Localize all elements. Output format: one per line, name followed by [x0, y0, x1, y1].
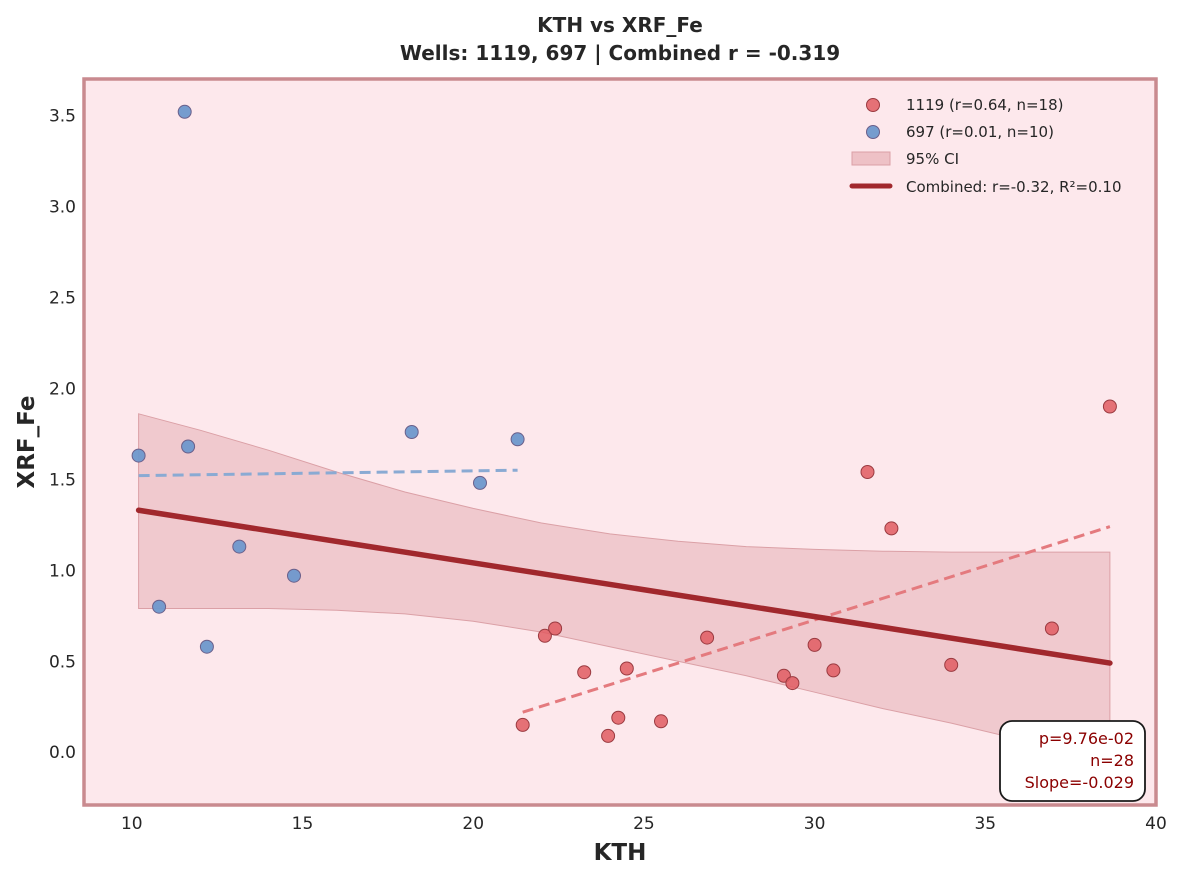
y-axis-label: XRF_Fe — [14, 395, 40, 488]
point-1119-17 — [1102, 399, 1117, 414]
point-1119-8 — [700, 630, 715, 645]
y-tick-label: 3.5 — [49, 106, 76, 126]
x-tick-label: 15 — [292, 814, 314, 834]
stats-p-value: p=9.76e-02 — [1039, 729, 1134, 748]
point-1119-0 — [515, 717, 530, 732]
stats-slope: Slope=-0.029 — [1025, 773, 1134, 792]
point-1119-6 — [619, 661, 634, 676]
point-697-9 — [510, 432, 525, 447]
axis-ticks-layer: 10 15 20 25 30 35 40 0.0 0.5 1.0 1.5 2.0 2.5 3.0 3.5 — [49, 106, 1167, 834]
plot-frame — [82, 77, 1158, 807]
x-axis-label: KTH — [594, 840, 647, 866]
legend-label-697: 697 (r=0.01, n=10) — [906, 123, 1054, 141]
fit-line-layer — [135, 468, 1113, 714]
point-1119-5 — [611, 710, 626, 725]
legend: 1119 (r=0.64, n=18) 697 (r=0.01, n=10) 9… — [849, 96, 1122, 196]
x-tick-label: 40 — [1145, 814, 1167, 834]
fit-line-697 — [138, 468, 518, 478]
stats-box-frame — [999, 720, 1146, 802]
points-layer — [131, 104, 1117, 743]
y-tick-label: 2.0 — [49, 379, 76, 399]
y-tick-label: 2.5 — [49, 288, 76, 308]
stats-n: n=28 — [1090, 751, 1134, 770]
point-1119-12 — [826, 663, 841, 678]
point-697-2 — [177, 104, 192, 119]
point-1119-11 — [807, 637, 822, 652]
point-697-0 — [131, 448, 146, 463]
chart-title: KTH vs XRF_Fe — [537, 13, 703, 37]
point-697-4 — [199, 639, 214, 654]
y-tick-label: 1.0 — [49, 561, 76, 581]
y-tick-label: 1.5 — [49, 470, 76, 490]
point-697-3 — [181, 439, 196, 454]
point-697-7 — [404, 425, 419, 439]
x-tick-label: 20 — [462, 814, 484, 834]
x-tick-label: 35 — [974, 814, 996, 834]
y-tick-label: 0.5 — [49, 652, 76, 672]
legend-marker-1119 — [866, 98, 880, 112]
combined-fit-line — [135, 507, 1113, 666]
point-1119-16 — [1044, 621, 1059, 636]
point-1119-13 — [860, 465, 875, 479]
point-697-5 — [232, 539, 247, 554]
x-tick-label: 25 — [633, 814, 655, 834]
legend-label-1119: 1119 (r=0.64, n=18) — [906, 96, 1063, 114]
x-tick-label: 30 — [804, 814, 826, 834]
point-1119-7 — [654, 714, 668, 729]
y-tick-label: 3.0 — [49, 197, 76, 217]
point-697-1 — [152, 599, 167, 614]
stats-box: p=9.76e-02 n=28 Slope=-0.029 — [999, 720, 1146, 802]
legend-ci-swatch — [851, 151, 891, 166]
point-1119-14 — [884, 521, 899, 536]
point-1119-10 — [785, 676, 800, 691]
y-tick-label: 0.0 — [49, 743, 76, 763]
chart-subtitle: Wells: 1119, 697 | Combined r = -0.319 — [400, 41, 840, 65]
point-1119-1 — [537, 628, 552, 643]
point-697-8 — [473, 475, 487, 490]
point-1119-15 — [944, 657, 959, 672]
point-697-6 — [287, 568, 301, 583]
legend-label-ci: 95% CI — [906, 150, 959, 168]
point-1119-2 — [548, 621, 563, 636]
point-1119-4 — [601, 728, 616, 743]
legend-label-combined: Combined: r=-0.32, R²=0.10 — [906, 178, 1122, 196]
x-tick-label: 10 — [121, 814, 143, 834]
legend-marker-697 — [866, 125, 880, 139]
point-1119-3 — [577, 665, 592, 680]
